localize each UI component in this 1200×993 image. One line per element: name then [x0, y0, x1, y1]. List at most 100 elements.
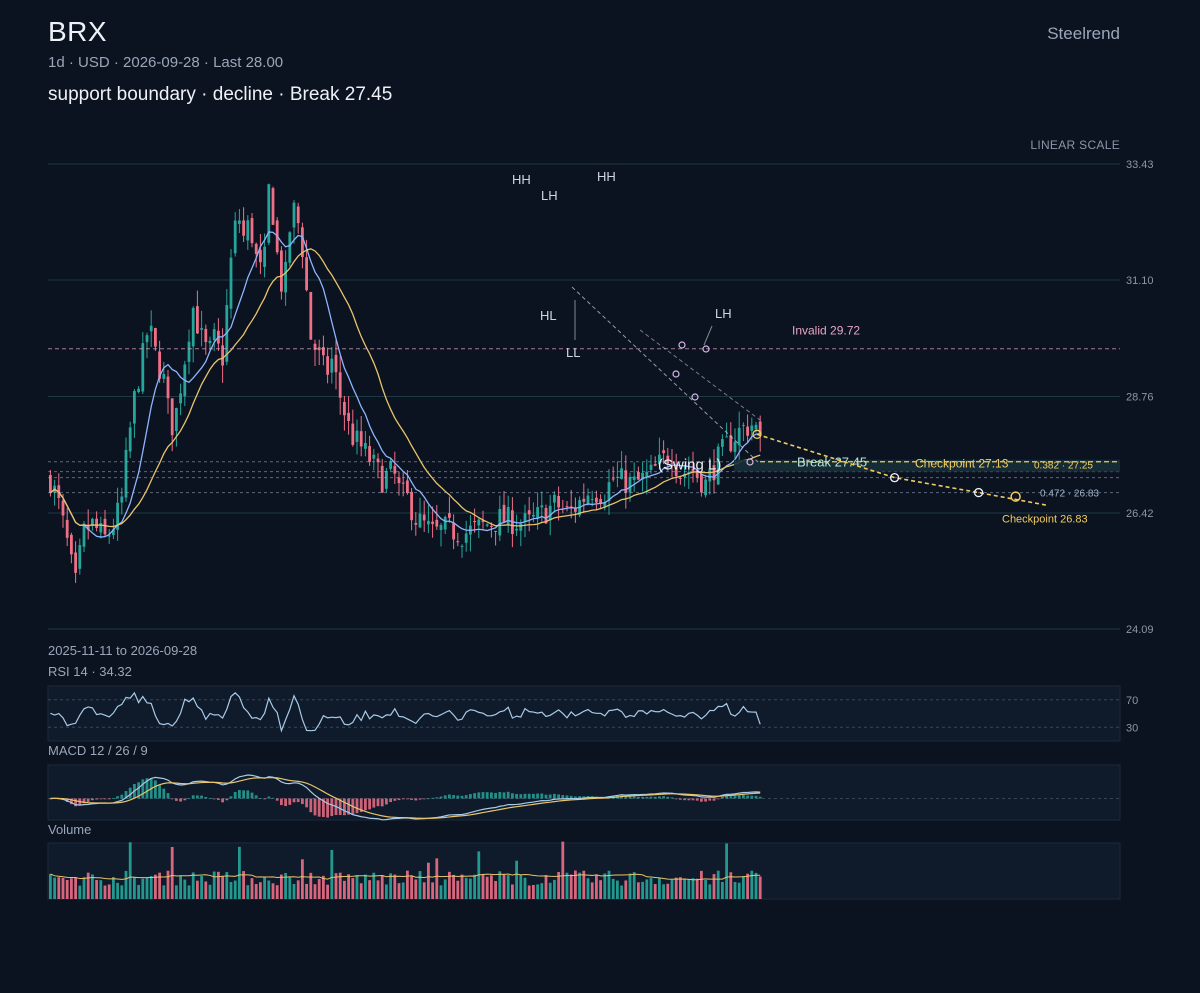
macd-hist-bar: [86, 798, 90, 802]
volume-bar: [74, 877, 77, 899]
candle-body: [645, 471, 649, 478]
macd-hist-bar: [82, 798, 86, 804]
macd-hist-bar: [561, 795, 565, 799]
macd-hist-bar: [448, 794, 451, 799]
volume-bar: [704, 880, 707, 899]
volume-bar: [166, 870, 170, 899]
candle-body: [372, 454, 376, 459]
macd-hist-bar: [439, 796, 443, 799]
volume-bar: [599, 880, 602, 899]
macd-hist-bar: [326, 798, 329, 818]
candle-body: [267, 184, 271, 243]
candle-body: [259, 249, 262, 263]
volume-bar: [162, 885, 166, 899]
macd-hist-bar: [242, 790, 245, 799]
macd-hist-bar: [275, 798, 279, 801]
macd-hist-bar: [154, 780, 157, 799]
macd-hist-bar: [309, 798, 313, 813]
volume-bar: [431, 882, 434, 899]
volume-bar: [561, 841, 565, 899]
volume-bar: [364, 874, 367, 899]
macd-hist-bar: [536, 793, 539, 799]
volume-bar: [427, 862, 430, 899]
volume-bar: [196, 880, 199, 899]
volume-bar: [95, 879, 98, 899]
volume-bar: [305, 883, 308, 899]
volume-bar: [338, 872, 342, 899]
volume-bar: [78, 885, 82, 899]
scale-label[interactable]: LINEAR SCALE: [1030, 138, 1120, 152]
candle-body: [170, 398, 174, 436]
macd-hist-bar: [687, 798, 691, 801]
volume-bar: [498, 871, 502, 899]
macd-hist-bar: [355, 798, 359, 814]
volume-bar: [515, 860, 518, 899]
volume-bar: [330, 849, 334, 899]
volume-bar: [242, 871, 245, 899]
volume-bar: [124, 870, 128, 899]
volume-bar: [746, 873, 749, 899]
candle-body: [548, 505, 552, 521]
macd-hist-bar: [456, 795, 460, 799]
ma-fast-line: [49, 231, 761, 538]
candle-body: [431, 521, 434, 524]
macd-hist-bar: [481, 792, 485, 799]
volume-bar: [758, 876, 762, 899]
volume-bar: [422, 882, 426, 899]
rsi-panel: [47, 685, 1121, 742]
macd-hist-bar: [662, 796, 665, 799]
volume-bar: [284, 872, 287, 899]
macd-hist-bar: [49, 798, 52, 800]
y-tick-label: 31.10: [1126, 275, 1154, 287]
candle-body: [700, 474, 703, 493]
candle-body: [540, 505, 544, 508]
volume-bar: [565, 872, 569, 899]
candle-body: [233, 220, 237, 254]
volume-bar: [443, 879, 447, 899]
y-tick-label: 26.42: [1126, 508, 1154, 520]
volume-bar: [313, 884, 317, 899]
candle-body: [175, 407, 178, 432]
macd-hist-bar: [116, 796, 119, 799]
candle-body: [334, 354, 338, 373]
macd-hist-bar: [233, 792, 237, 799]
macd-hist-bar: [758, 796, 762, 799]
candle-body: [443, 516, 447, 530]
candle-body: [544, 508, 548, 524]
rsi-title: RSI 14 · 34.32: [48, 664, 132, 679]
candle-body: [641, 472, 644, 480]
volume-bar: [695, 878, 699, 899]
macd-hist-bar: [674, 798, 678, 800]
macd-hist-bar: [422, 798, 426, 800]
candle-body: [527, 510, 531, 515]
projection-target: [1010, 491, 1021, 502]
macd-hist-bar: [632, 796, 636, 799]
macd-hist-bar: [162, 788, 166, 799]
volume-bar: [246, 885, 250, 899]
macd-hist-bar: [70, 798, 73, 805]
macd-hist-bar: [385, 798, 388, 805]
macd-hist-bar: [343, 798, 346, 816]
candle-body: [309, 291, 313, 340]
macd-hist-bar: [292, 798, 296, 803]
candle-body: [221, 345, 224, 366]
candle-body: [95, 518, 98, 529]
candle-body: [733, 441, 737, 453]
swing-label-lh: LH: [715, 306, 732, 321]
macd-hist-bar: [284, 798, 287, 807]
indicator-panels: 70 30: [47, 685, 1138, 900]
macd-hist-bar: [107, 798, 111, 800]
macd-hist-bar: [217, 798, 220, 800]
candle-body: [435, 519, 439, 527]
macd-hist-bar: [288, 798, 292, 805]
macd-hist-bar: [754, 795, 758, 799]
volume-bar: [221, 876, 224, 899]
volume-bar: [99, 880, 103, 899]
candle-body: [754, 424, 758, 430]
macd-hist-bar: [338, 798, 342, 816]
candle-body: [317, 347, 321, 351]
volume-bar: [317, 879, 321, 899]
macd-hist-bar: [435, 797, 439, 799]
macd-hist-bar: [464, 795, 468, 799]
macd-hist-bar: [679, 798, 682, 800]
